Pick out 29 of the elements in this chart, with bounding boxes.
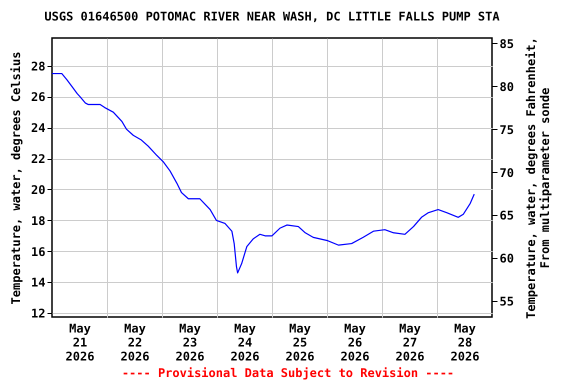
y-tick-label: 22 (31, 152, 46, 166)
y2-tick-label: 85 (500, 36, 514, 51)
y2-tick-label: 75 (500, 122, 514, 137)
chart-title: USGS 01646500 POTOMAC RIVER NEAR WASH, DC LITTLE FALLS PUMP STA (44, 10, 500, 24)
x-tick-label: May 27 2026 (396, 322, 424, 364)
text: ---- Provisional Data Subject to Revision ---- (120, 366, 456, 380)
y2-axis-title: Temperature, water, degrees Fahrenheit, From multiparameter sonde (524, 37, 552, 319)
y2-tick-label: 70 (500, 166, 514, 180)
y-tick-label: 12 (31, 306, 46, 321)
y-tick-label: 20 (31, 182, 46, 197)
x-tick-label: May 26 2026 (340, 322, 370, 364)
y2-tick-label: 80 (500, 80, 514, 94)
x-tick-label: May 21 2026 (66, 322, 94, 364)
y2-tick-label: 55 (500, 294, 514, 309)
line-series (51, 72, 475, 274)
y2-tick-label: 60 (500, 252, 514, 266)
y-tick-label: 14 (31, 276, 46, 290)
x-tick-label: May 24 2026 (230, 322, 260, 364)
x-tick-label: May 22 2026 (120, 322, 150, 364)
y2-tick-label: 65 (500, 208, 514, 223)
x-tick-label: May 28 2026 (450, 322, 480, 364)
x-tick-label: May 25 2026 (286, 322, 314, 364)
y-tick-label: 16 (31, 244, 46, 259)
y-tick-label: 26 (31, 90, 46, 104)
y-axis-title: Temperature, water, degrees Celsius (9, 52, 24, 304)
x-tick-label: May 23 2026 (176, 322, 204, 364)
y-tick-label: 24 (31, 121, 46, 136)
y-tick-label: 28 (31, 59, 46, 74)
y-tick-label: 18 (31, 214, 46, 228)
